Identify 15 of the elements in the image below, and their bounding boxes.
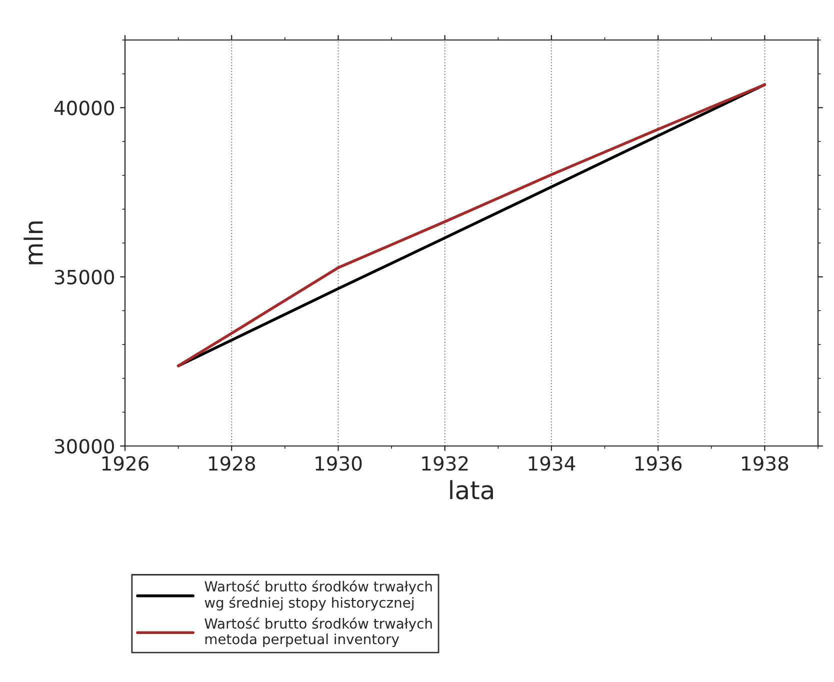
y-axis-title: mln [24,222,43,264]
y-tick-label: 35000 [54,270,114,284]
x-tick-label: 1932 [422,456,468,471]
x-tick-label: 1926 [102,456,149,471]
legend-label: Wartość brutto środków trwałych wg średniej stopy historycznej [204,580,432,611]
y-tick-label: 40000 [54,100,114,116]
x-tick-label: 1930 [316,456,362,471]
line-series [176,83,766,368]
y-tick-label: 30000 [54,438,114,454]
x-tick-label: 1934 [528,456,576,471]
x-tick-label: 1928 [209,456,256,471]
x-tick-label: 1936 [635,456,682,471]
legend-label: Wartość brutto środków trwałych metoda perpetual inventory [204,617,432,648]
x-tick-label: 1938 [742,456,788,471]
x-axis-title: lata [450,480,493,500]
